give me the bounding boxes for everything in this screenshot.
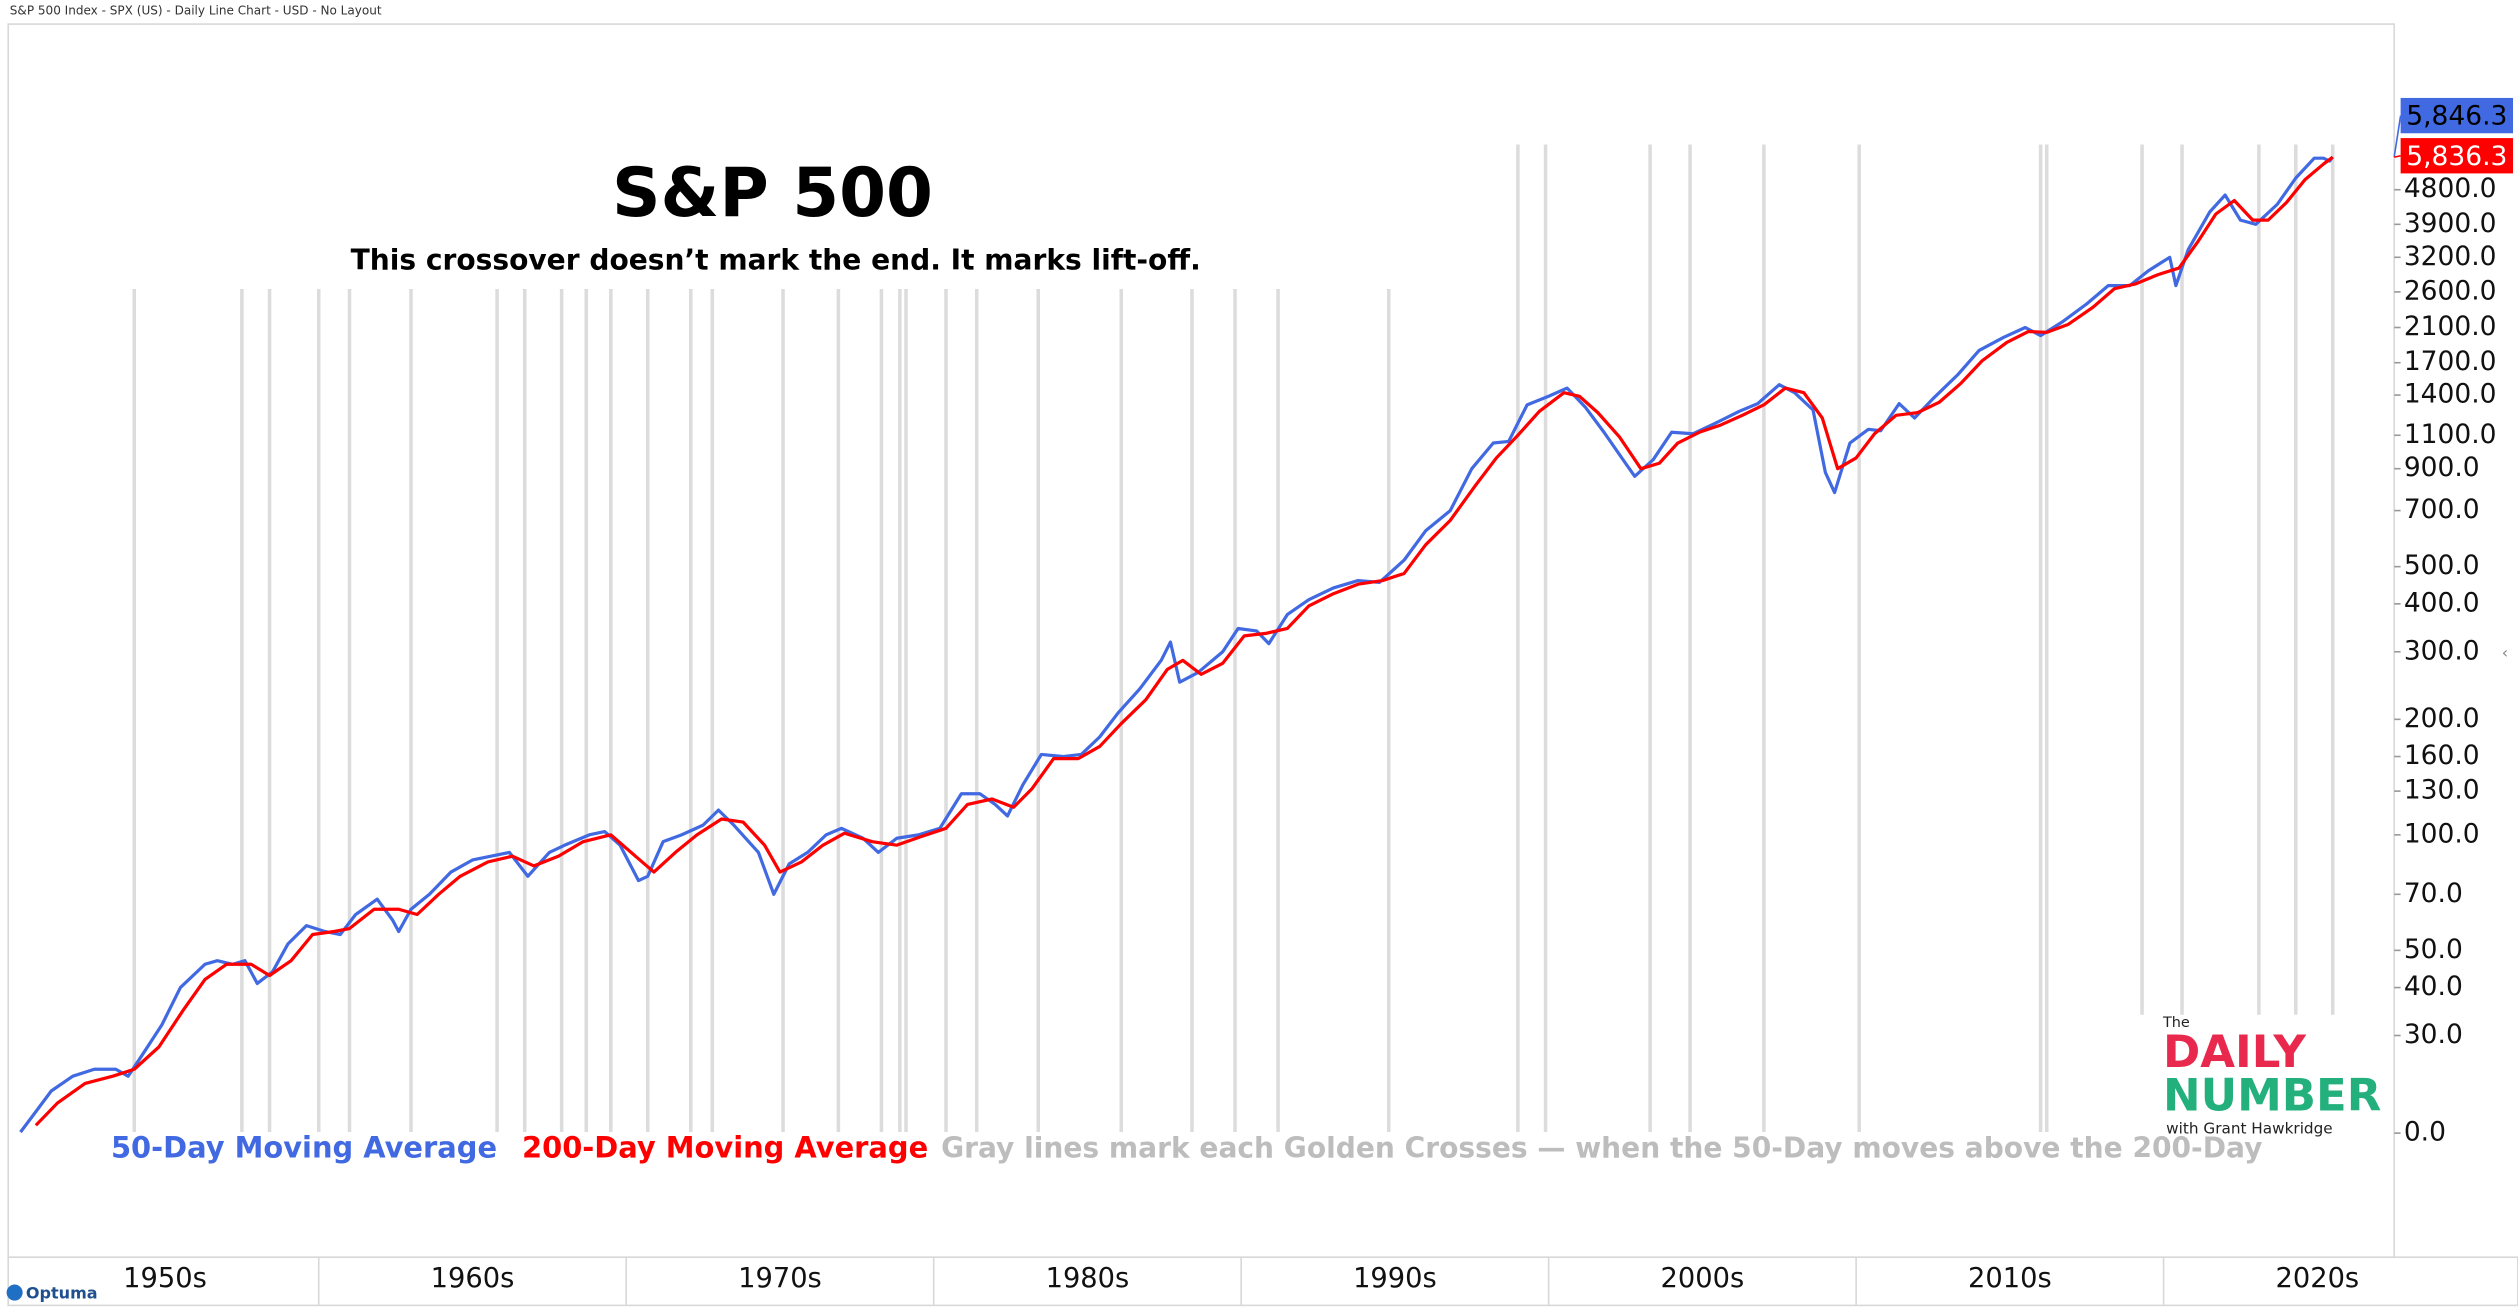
x-tick-label: 2000s xyxy=(1661,1263,1745,1294)
chart-title: S&P 500 xyxy=(612,153,933,232)
x-tick-label: 2010s xyxy=(1968,1263,2052,1294)
annotation: Gray lines mark each Golden Crosses — wh… xyxy=(941,1132,2262,1165)
y-tick-label: 900.0 xyxy=(2404,452,2480,483)
y-tick-label: 2100.0 xyxy=(2404,311,2497,342)
y-tick-label: 130.0 xyxy=(2404,775,2480,806)
y-tick-label: 1100.0 xyxy=(2404,419,2497,450)
y-tick-label: 30.0 xyxy=(2404,1019,2463,1050)
legend-200-day: 200-Day Moving Average xyxy=(522,1131,928,1165)
series-lines xyxy=(19,155,2334,1134)
x-tick-label: 1980s xyxy=(1046,1263,1130,1294)
series-line xyxy=(34,155,2334,1127)
logo-line1: DAILY xyxy=(2163,1025,2306,1078)
x-axis-band xyxy=(7,1256,2518,1307)
brand-icon xyxy=(6,1284,23,1301)
x-tick-label: 2020s xyxy=(2275,1263,2359,1294)
y-tick-label: 3900.0 xyxy=(2404,208,2497,239)
y-tick-label: 700.0 xyxy=(2404,494,2480,525)
last-value-connector xyxy=(2393,115,2402,157)
y-tick-label: 160.0 xyxy=(2404,740,2480,771)
y-tick-label: 1700.0 xyxy=(2404,346,2497,377)
last-value-box xyxy=(2400,97,2514,134)
last-value-label: 5,836.3 xyxy=(2406,141,2507,172)
collapse-toggle[interactable]: ‹ xyxy=(2502,643,2508,662)
y-tick-label: 400.0 xyxy=(2404,587,2480,618)
chart-subtitle: This crossover doesn’t mark the end. It … xyxy=(351,244,1201,277)
y-tick-label: 100.0 xyxy=(2404,818,2480,849)
last-value-label: 5,846.3 xyxy=(2406,101,2507,132)
x-tick-label: 1970s xyxy=(738,1263,822,1294)
y-tick-label: 40.0 xyxy=(2404,971,2463,1002)
chart-header: S&P 500 Index - SPX (US) - Daily Line Ch… xyxy=(10,4,382,18)
y-tick-label: 500.0 xyxy=(2404,550,2480,581)
legend-50-day: 50-Day Moving Average xyxy=(111,1131,497,1165)
x-tick-label: 1960s xyxy=(431,1263,515,1294)
logo-top: The xyxy=(2162,1015,2190,1031)
x-tick-label: 1990s xyxy=(1353,1263,1437,1294)
y-tick-label: 3200.0 xyxy=(2404,241,2497,272)
series-line xyxy=(19,155,2334,1134)
logo: The DAILY NUMBER with Grant Hawkridge xyxy=(2162,1015,2381,1137)
last-value-box xyxy=(2400,138,2514,174)
y-tick-label: 0.0 xyxy=(2404,1117,2446,1148)
y-tick-label: 300.0 xyxy=(2404,635,2480,666)
logo-line2: NUMBER xyxy=(2163,1068,2381,1121)
y-tick-label: 4800.0 xyxy=(2404,173,2497,204)
y-tick-label: 50.0 xyxy=(2404,934,2463,965)
y-tick-label: 1400.0 xyxy=(2404,379,2497,410)
y-tick-label: 2600.0 xyxy=(2404,275,2497,306)
logo-byline: with Grant Hawkridge xyxy=(2166,1119,2333,1137)
brand: Optuma xyxy=(26,1284,98,1303)
y-tick-label: 200.0 xyxy=(2404,703,2480,734)
golden-cross-lines xyxy=(132,144,2335,1132)
y-tick-label: 70.0 xyxy=(2404,878,2463,909)
last-value-connector xyxy=(2394,154,2401,158)
x-tick-label: 1950s xyxy=(123,1263,207,1294)
